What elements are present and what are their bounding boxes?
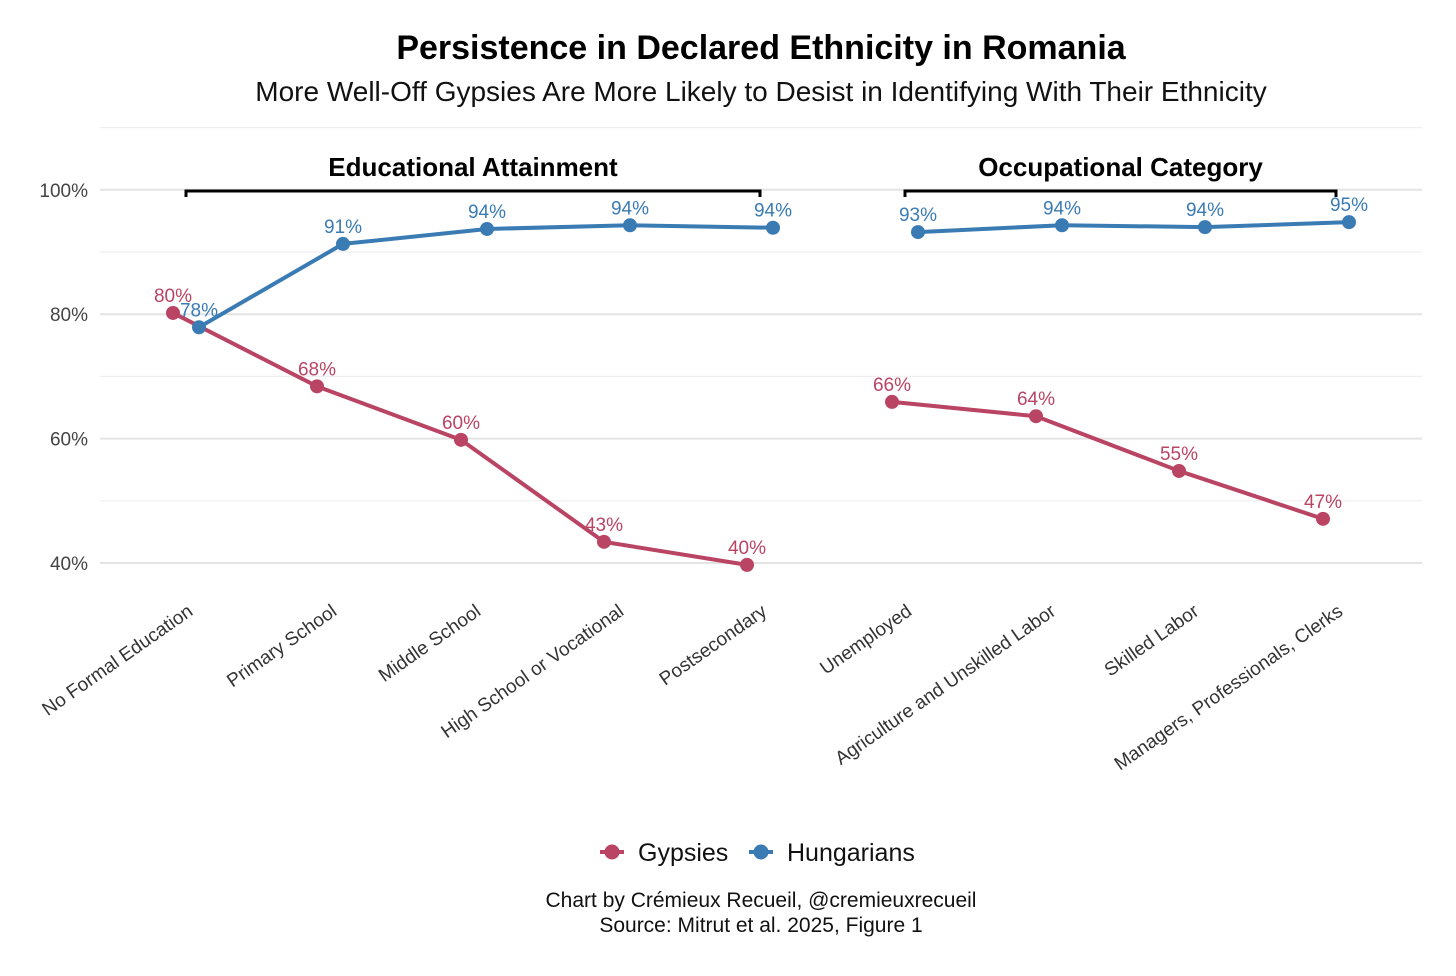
data-label-gypsies: 66% — [873, 375, 911, 396]
panel-bracket — [903, 189, 1338, 197]
legend: Gypsies Hungarians — [600, 839, 915, 867]
data-point-hungarians — [1198, 220, 1212, 235]
panel-bracket — [184, 189, 762, 197]
x-tick-label: No Formal Education — [39, 601, 197, 721]
data-point-hungarians — [623, 218, 637, 233]
series-line-hungarians — [197, 223, 774, 329]
x-tick-label: Unemployed — [816, 601, 915, 679]
data-label-gypsies: 64% — [1017, 389, 1055, 410]
x-tick-label: Postsecondary — [656, 601, 771, 691]
data-point-gypsies — [310, 379, 324, 394]
data-label-hungarians: 78% — [180, 300, 218, 321]
x-tick-label: Primary School — [223, 601, 341, 692]
y-tick-label: 40% — [50, 554, 88, 575]
legend-hungarians-marker — [753, 844, 769, 860]
data-label-hungarians: 94% — [1186, 200, 1224, 221]
legend-gypsies-marker — [604, 844, 620, 860]
chart-title: Persistence in Declared Ethnicity in Rom… — [396, 29, 1126, 67]
data-point-gypsies — [740, 557, 754, 572]
data-label-gypsies: 60% — [442, 413, 480, 434]
data-point-gypsies — [885, 394, 899, 409]
data-label-hungarians: 91% — [324, 217, 362, 238]
legend-hungarians-label: Hungarians — [787, 839, 915, 867]
chart-subtitle: More Well-Off Gypsies Are More Likely to… — [255, 76, 1266, 107]
series-line-hungarians — [917, 220, 1350, 235]
y-tick-label: 100% — [39, 181, 88, 202]
x-tick-label: Agriculture and Unskilled Labor — [832, 601, 1061, 770]
caption-credit: Chart by Crémieux Recueil, @cremieuxrecu… — [546, 889, 977, 912]
y-tick-label: 80% — [50, 305, 88, 326]
series-line-gypsies — [891, 399, 1324, 521]
data-point-hungarians — [336, 236, 350, 251]
data-label-gypsies: 43% — [585, 515, 623, 536]
data-point-gypsies — [454, 432, 468, 447]
x-tick-label: Middle School — [375, 601, 485, 687]
data-point-hungarians — [1055, 218, 1069, 233]
data-point-hungarians — [480, 221, 494, 236]
data-point-gypsies — [597, 534, 611, 549]
data-label-gypsies: 47% — [1304, 492, 1342, 513]
data-label-hungarians: 94% — [611, 198, 649, 219]
y-tick-label: 60% — [50, 430, 88, 451]
data-label-gypsies: 55% — [1160, 444, 1198, 465]
data-point-hungarians — [1342, 215, 1356, 230]
data-label-hungarians: 93% — [899, 205, 937, 226]
data-label-gypsies: 68% — [298, 359, 336, 380]
x-tick-label: Skilled Labor — [1101, 601, 1204, 682]
data-label-hungarians: 95% — [1330, 195, 1368, 216]
data-point-hungarians — [911, 225, 925, 240]
x-tick-label: Managers, Professionals, Clerks — [1111, 601, 1347, 775]
data-point-hungarians — [192, 320, 206, 335]
panel-title: Occupational Category — [978, 152, 1263, 182]
panel-title: Educational Attainment — [328, 152, 618, 182]
data-label-hungarians: 94% — [468, 202, 506, 223]
legend-gypsies-label: Gypsies — [638, 839, 728, 867]
data-label-hungarians: 94% — [754, 201, 792, 222]
data-label-hungarians: 94% — [1043, 198, 1081, 219]
data-label-gypsies: 80% — [154, 286, 192, 307]
data-point-gypsies — [1029, 409, 1043, 424]
caption-source: Source: Mitrut et al. 2025, Figure 1 — [599, 914, 922, 937]
data-point-gypsies — [166, 305, 180, 320]
data-point-hungarians — [766, 220, 780, 235]
data-label-gypsies: 40% — [728, 538, 766, 559]
data-point-gypsies — [1172, 463, 1186, 478]
data-point-gypsies — [1316, 511, 1330, 526]
